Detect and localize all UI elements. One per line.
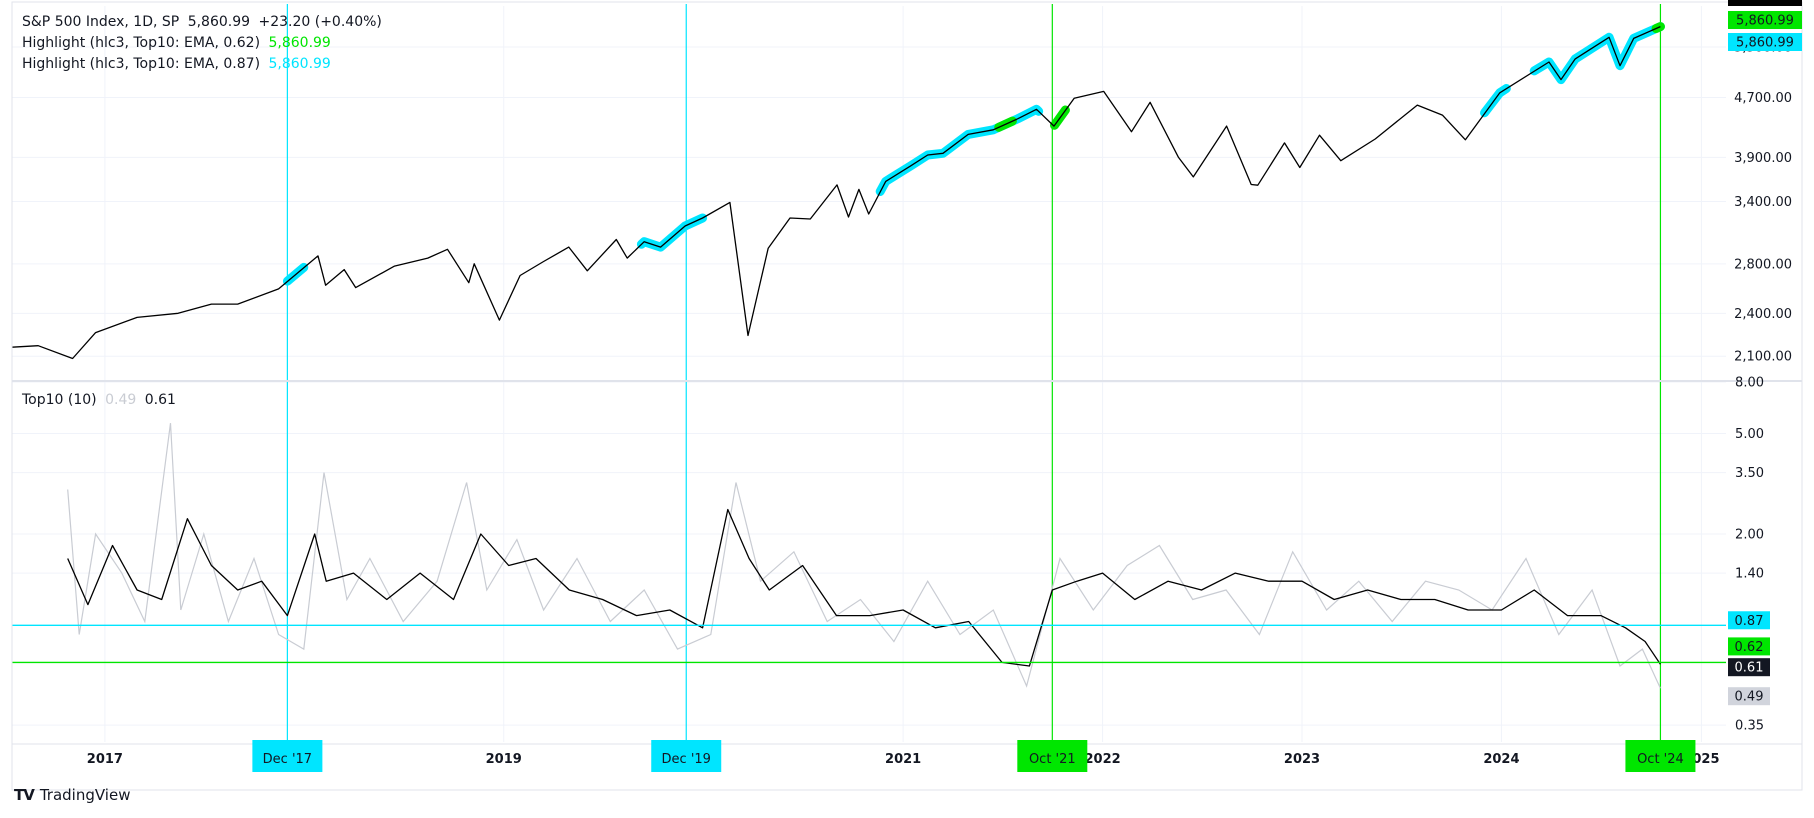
legend-highlight-2[interactable]: Highlight (hlc3, Top10: EMA, 0.87) 5,860… (22, 54, 335, 74)
x-tick: 2024 (1483, 752, 1519, 767)
threshold-lines (12, 624, 1726, 664)
y-tick-upper: 2,400.00 (1734, 307, 1792, 322)
legend-symbol: S&P 500 Index, 1D, SP (22, 14, 180, 30)
price-label-cyan-bg (1728, 33, 1802, 51)
x-tick: 2022 (1084, 752, 1120, 767)
highlight-segments (282, 22, 1665, 286)
price-label-green: 5,860.99 (1736, 14, 1794, 29)
time-marker-label: Dec '19 (662, 752, 711, 767)
legend-highlight-1-value: 5,860.99 (268, 35, 331, 51)
threshold-label-087-bg (1728, 611, 1770, 630)
legend-highlight-1-label: Highlight (hlc3, Top10: EMA, 0.62) (22, 35, 261, 51)
time-marker-label: Dec '17 (263, 752, 312, 767)
tradingview-logo: TV (14, 786, 35, 804)
y-tick-lower: 2.00 (1735, 527, 1764, 542)
price-line (11, 26, 1661, 360)
y-tick-lower: 5.00 (1735, 427, 1764, 442)
y-tick-upper: 2,100.00 (1734, 350, 1792, 365)
y-tick-lower: 1.40 (1735, 567, 1764, 582)
x-tick: 2023 (1284, 752, 1320, 767)
legend-lower-v1: 0.49 (105, 392, 137, 408)
top10-ema-line (67, 508, 1661, 667)
time-marker-label: Oct '21 (1029, 752, 1076, 767)
legend-change: +23.20 (+0.40%) (258, 14, 382, 30)
y-tick-lower: 0.35 (1735, 719, 1764, 734)
x-tick: 2019 (486, 752, 522, 767)
price-label-green-bg (1728, 11, 1802, 29)
chart-grid (12, 6, 1726, 742)
axes-layer (11, 1, 1803, 791)
time-marker-bg (1625, 740, 1696, 772)
axis-labels: 2,100.00 2,400.00 2,800.00 3,400.00 3,900.00… (87, 0, 1802, 772)
threshold-label-087: 0.87 (1735, 614, 1764, 629)
time-marker-bg (651, 740, 722, 772)
last-value-label-bg (1728, 658, 1770, 677)
last-raw-label: 0.49 (1735, 690, 1764, 705)
threshold-label-062-bg (1728, 637, 1770, 656)
legend-highlight-2-value: 5,860.99 (268, 56, 331, 72)
time-marker-label: Oct '24 (1637, 752, 1684, 767)
tradingview-label: TradingView (39, 786, 131, 804)
series-layer (11, 26, 1661, 689)
last-price-cap (1728, 0, 1802, 6)
legend-highlight-1[interactable]: Highlight (hlc3, Top10: EMA, 0.62) 5,860… (22, 33, 335, 53)
legend-lower[interactable]: Top10 (10) 0.49 0.61 (22, 390, 180, 410)
last-raw-label-bg (1728, 687, 1770, 706)
time-marker-bg (252, 740, 323, 772)
legend-lower-v2: 0.61 (144, 392, 176, 408)
last-value-label: 0.61 (1735, 661, 1764, 676)
chart-frame (11, 1, 1803, 791)
y-tick-upper: 4,700.00 (1734, 91, 1792, 106)
y-tick-upper: 3,900.00 (1734, 151, 1792, 166)
y-tick-lower: 8.00 (1735, 376, 1764, 391)
price-label-cyan: 5,860.99 (1736, 36, 1794, 51)
marker-lines (286, 4, 1662, 744)
x-tick: 2017 (87, 752, 123, 767)
y-tick-lower: 3.50 (1735, 466, 1764, 481)
y-tick-upper: 3,400.00 (1734, 195, 1792, 210)
legend-lower-label: Top10 (10) (22, 392, 97, 408)
time-marker-bg (1017, 740, 1088, 772)
threshold-label-062: 0.62 (1735, 640, 1764, 655)
y-tick-upper: 2,800.00 (1734, 257, 1792, 272)
legend-price: 5,860.99 (187, 14, 251, 30)
x-tick: 2021 (885, 752, 921, 767)
legend-highlight-2-label: Highlight (hlc3, Top10: EMA, 0.87) (22, 56, 261, 72)
top10-raw-line (67, 423, 1661, 689)
legend-main[interactable]: S&P 500 Index, 1D, SP 5,860.99 +23.20 (+… (22, 12, 386, 32)
tradingview-brand[interactable]: TV TradingView (14, 786, 130, 804)
